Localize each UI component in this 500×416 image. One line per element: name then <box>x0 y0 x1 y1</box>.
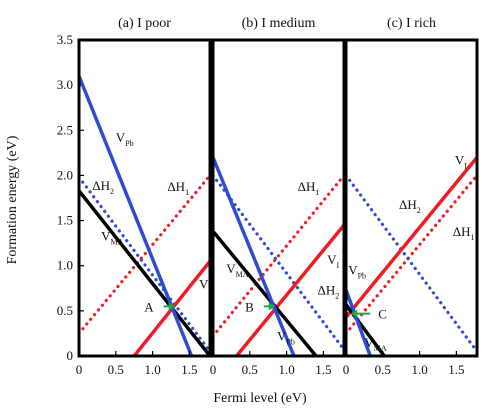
panel-title: (c) I rich <box>387 16 436 31</box>
x-tick-label: 1.5 <box>315 362 331 377</box>
series-label: VPb <box>116 130 134 148</box>
series-v-i-line <box>235 223 344 356</box>
series-label: ΔH1 <box>167 179 189 197</box>
series-group <box>213 156 344 356</box>
series-dh2-line <box>79 175 210 354</box>
panel-title: (a) I poor <box>118 16 171 31</box>
series-label: VMA <box>364 335 387 353</box>
point-label: A <box>144 299 154 314</box>
y-tick-label: 0 <box>67 348 74 363</box>
y-tick-label: 2.5 <box>57 122 73 137</box>
series-label: VI <box>327 252 339 270</box>
series-label: ΔH2 <box>318 283 340 301</box>
panel-2: (b) I medium 0 0.5 1.0 1.5 ΔH1 VMA VI ΔH2 VPb B <box>210 16 346 377</box>
x-tick-label: 0 <box>210 362 217 377</box>
series-v-pb-line <box>346 289 372 356</box>
series-v-ma-line <box>79 189 210 356</box>
panel-frame <box>211 38 346 358</box>
x-tick-label: 0.5 <box>242 362 258 377</box>
series-dh2-line <box>213 173 344 352</box>
series-v-i-line <box>346 156 477 319</box>
series-dh2-line <box>346 173 477 354</box>
series-label: ΔH2 <box>92 178 114 196</box>
y-tick-label: 2.0 <box>57 167 73 182</box>
y-tick-label: 1.5 <box>57 213 73 228</box>
series-label: VPb <box>348 263 366 281</box>
series-v-pb-line <box>79 75 194 356</box>
point-label: B <box>245 299 254 314</box>
panel-frame <box>344 38 479 358</box>
y-tick-label: 3.0 <box>57 77 73 92</box>
series-label: VMA <box>101 228 124 246</box>
y-tick-label: 3.5 <box>57 32 73 47</box>
x-tick-label: 0 <box>343 362 350 377</box>
point-a-arrow <box>163 302 176 311</box>
x-tick-label: 1.0 <box>278 362 294 377</box>
series-label: ΔH2 <box>399 197 421 215</box>
x-tick-label: 0.5 <box>375 362 391 377</box>
series-label: VI <box>455 153 467 171</box>
series-dh1-line <box>346 173 477 336</box>
series-label: ΔH1 <box>298 179 320 197</box>
y-tick-label: 0.5 <box>57 303 73 318</box>
point-b-arrow <box>263 302 276 311</box>
series-v-ma-line <box>213 230 318 356</box>
series-label: VPb <box>277 329 295 347</box>
y-tick-label: 1.0 <box>57 258 73 273</box>
x-tick-label: 1.0 <box>411 362 427 377</box>
series-dh1-line <box>213 173 344 338</box>
panel-3: (c) I rich 0 0.5 1.0 1.5 VI ΔH2 ΔH1 VPb VMA C <box>343 16 479 377</box>
series-group <box>79 75 210 356</box>
panel-frame <box>77 38 212 358</box>
point-c-arrow <box>350 309 371 318</box>
series-group <box>346 156 477 356</box>
x-tick-label: 0 <box>76 362 83 377</box>
series-label: VMA <box>226 261 249 279</box>
series-v-pb-line <box>213 156 296 356</box>
panel-title: (b) I medium <box>242 16 316 31</box>
series-dh1-line <box>79 173 210 336</box>
panels-group: 0 0.5 1.0 1.5 2.0 2.5 3.0 3.5 (a) I poor 0 0.5 1.0 1… <box>57 16 479 377</box>
x-tick-label: 1.5 <box>448 362 464 377</box>
y-axis-title: Formation energy (eV) <box>5 135 20 264</box>
x-tick-label: 1.5 <box>181 362 197 377</box>
series-label: ΔH1 <box>453 224 475 242</box>
x-tick-label: 1.0 <box>144 362 160 377</box>
x-axis-title: Fermi level (eV) <box>213 391 307 406</box>
x-tick-label: 0.5 <box>108 362 124 377</box>
point-label: C <box>378 307 387 322</box>
